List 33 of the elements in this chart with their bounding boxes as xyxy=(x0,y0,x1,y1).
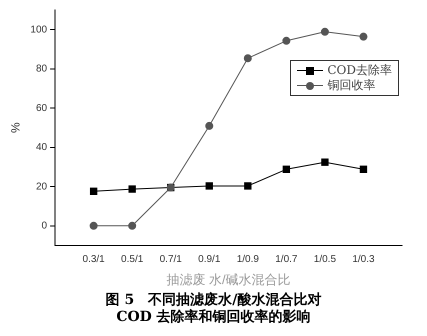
point xyxy=(360,166,368,173)
x-tick-label: 1/0.3 xyxy=(352,254,376,266)
point xyxy=(320,28,329,36)
point xyxy=(128,185,136,193)
y-tick-label: 80 xyxy=(36,64,48,75)
point xyxy=(90,188,98,195)
x-axis-title: 抽滤废 水/碱水混合比 xyxy=(166,272,291,287)
y-tick-label: 20 xyxy=(36,181,48,192)
point xyxy=(206,182,213,190)
point xyxy=(244,54,252,62)
x-tick-label: 0.9/1 xyxy=(198,254,221,266)
point xyxy=(205,122,214,130)
legend-label: COD去除率 xyxy=(327,62,392,79)
x-tick-label: 0.5/1 xyxy=(121,254,144,266)
point xyxy=(359,32,368,41)
x-tick-label: 1/0.9 xyxy=(236,254,260,266)
point xyxy=(90,222,98,230)
y-tick-label: 40 xyxy=(36,142,48,154)
y-tick-label: 60 xyxy=(36,102,48,114)
text: 图 5 不同抽滤废水/酸水混合比对 COD 去除率和铜回收率的影响 xyxy=(104,292,322,326)
point xyxy=(321,158,329,166)
y-tick-label: 100 xyxy=(30,24,48,36)
point xyxy=(282,36,290,45)
point xyxy=(128,222,136,230)
x-tick-label: 0.3/1 xyxy=(82,254,106,266)
x-tick-label: 1/0.5 xyxy=(314,254,336,266)
x-tick-label: 1/0.7 xyxy=(275,254,298,266)
point xyxy=(282,166,290,173)
point xyxy=(244,182,252,190)
y-axis-title: % xyxy=(8,122,23,134)
x-tick-label: 0.7/1 xyxy=(160,254,182,266)
y-tick-label: 0 xyxy=(42,220,48,232)
legend-label: 铜回收率 xyxy=(327,77,376,94)
